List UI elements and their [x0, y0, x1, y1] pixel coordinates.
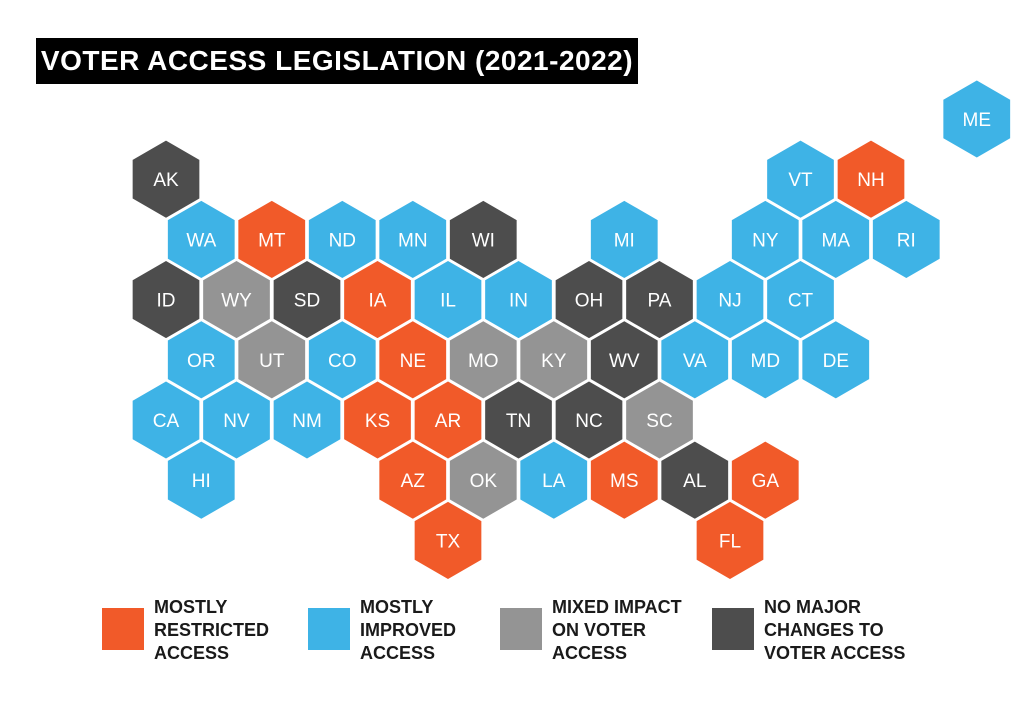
- state-label-ny: NY: [752, 230, 779, 251]
- state-tile-ne: NE: [376, 318, 449, 402]
- state-label-mn: MN: [398, 230, 428, 251]
- state-tile-ia: IA: [341, 258, 414, 342]
- legend-swatch-improved: [308, 608, 350, 650]
- state-label-ca: CA: [153, 411, 180, 432]
- state-tile-ga: GA: [729, 438, 802, 522]
- state-label-sc: SC: [646, 411, 672, 432]
- legend-label-mixed: MIXED IMPACT ON VOTER ACCESS: [552, 597, 682, 663]
- legend-item-none: NO MAJOR CHANGES TO VOTER ACCESS: [712, 596, 905, 665]
- legend-item-mixed: MIXED IMPACT ON VOTER ACCESS: [500, 596, 682, 665]
- state-tile-nm: NM: [271, 378, 343, 462]
- state-label-ut: UT: [259, 351, 285, 372]
- state-label-hi: HI: [192, 471, 211, 492]
- state-hex-ri: [870, 197, 943, 281]
- state-label-mt: MT: [258, 230, 286, 251]
- legend-swatch-none: [712, 608, 754, 650]
- state-hex-fl: [694, 498, 766, 582]
- legend-label-none: NO MAJOR CHANGES TO VOTER ACCESS: [764, 597, 906, 663]
- state-tile-sc: SC: [623, 378, 696, 462]
- state-label-az: AZ: [401, 471, 426, 492]
- state-tile-fl: FL: [694, 498, 766, 582]
- state-label-ct: CT: [788, 291, 814, 312]
- state-label-pa: PA: [648, 291, 672, 312]
- state-tile-nc: NC: [553, 378, 625, 462]
- state-label-nc: NC: [575, 411, 602, 432]
- state-label-ga: GA: [752, 471, 780, 492]
- state-label-ak: AK: [153, 170, 179, 191]
- state-hex-hi: [165, 438, 238, 522]
- state-label-co: CO: [328, 351, 357, 372]
- state-label-oh: OH: [575, 291, 604, 312]
- legend-swatch-mixed: [500, 608, 542, 650]
- state-label-nj: NJ: [718, 291, 741, 312]
- state-label-wa: WA: [186, 230, 216, 251]
- state-hex-me: [940, 77, 1013, 161]
- state-hex-nm: [271, 378, 343, 462]
- state-hex-tx: [412, 498, 484, 582]
- state-label-ms: MS: [610, 471, 639, 492]
- state-label-ar: AR: [435, 411, 461, 432]
- state-label-ok: OK: [470, 471, 498, 492]
- legend-label-improved: MOSTLY IMPROVED ACCESS: [360, 597, 457, 663]
- state-label-sd: SD: [294, 291, 320, 312]
- state-label-tx: TX: [436, 531, 461, 552]
- state-label-ky: KY: [541, 351, 567, 372]
- state-hex-de: [799, 318, 872, 402]
- state-tile-nv: NV: [200, 378, 273, 462]
- state-label-ri: RI: [897, 230, 916, 251]
- state-tile-id: ID: [130, 258, 202, 342]
- state-label-ia: IA: [369, 291, 387, 312]
- state-label-me: ME: [963, 110, 992, 131]
- state-tile-wa: WA: [165, 197, 238, 281]
- state-label-nh: NH: [857, 170, 884, 191]
- state-tile-nh: NH: [835, 137, 907, 221]
- state-label-wv: WV: [609, 351, 640, 372]
- state-label-id: ID: [157, 291, 176, 312]
- state-tile-mi: MI: [588, 197, 661, 281]
- state-label-la: LA: [542, 471, 566, 492]
- state-label-ma: MA: [822, 230, 851, 251]
- state-tile-me: ME: [940, 77, 1013, 161]
- state-label-tn: TN: [506, 411, 531, 432]
- state-tile-in: IN: [482, 258, 555, 342]
- state-tile-ms: MS: [588, 438, 661, 522]
- legend-item-restricted: MOSTLY RESTRICTED ACCESS: [102, 596, 269, 665]
- state-tile-ks: KS: [341, 378, 414, 462]
- state-label-in: IN: [509, 291, 528, 312]
- legend-swatch-restricted: [102, 608, 144, 650]
- state-label-wy: WY: [221, 291, 252, 312]
- state-label-mo: MO: [468, 351, 499, 372]
- state-label-ks: KS: [365, 411, 390, 432]
- state-tile-mn: MN: [376, 197, 449, 281]
- state-label-va: VA: [683, 351, 707, 372]
- state-label-de: DE: [823, 351, 849, 372]
- state-tile-de: DE: [799, 318, 872, 402]
- state-tile-ca: CA: [130, 378, 202, 462]
- state-label-wi: WI: [472, 230, 495, 251]
- state-tile-ok: OK: [447, 438, 520, 522]
- map-title: VOTER ACCESS LEGISLATION (2021-2022): [36, 38, 638, 84]
- state-label-mi: MI: [614, 230, 635, 251]
- state-label-nm: NM: [292, 411, 322, 432]
- state-tile-ri: RI: [870, 197, 943, 281]
- state-label-fl: FL: [719, 531, 741, 552]
- state-tile-tx: TX: [412, 498, 484, 582]
- state-label-il: IL: [440, 291, 456, 312]
- state-label-or: OR: [187, 351, 216, 372]
- state-tile-hi: HI: [165, 438, 238, 522]
- state-label-md: MD: [751, 351, 781, 372]
- state-tile-or: OR: [165, 318, 238, 402]
- state-label-al: AL: [683, 471, 706, 492]
- state-label-nd: ND: [329, 230, 356, 251]
- legend-label-restricted: MOSTLY RESTRICTED ACCESS: [154, 597, 270, 663]
- state-label-vt: VT: [788, 170, 813, 191]
- state-label-ne: NE: [400, 351, 426, 372]
- legend-item-improved: MOSTLY IMPROVED ACCESS: [308, 596, 456, 665]
- state-label-nv: NV: [223, 411, 250, 432]
